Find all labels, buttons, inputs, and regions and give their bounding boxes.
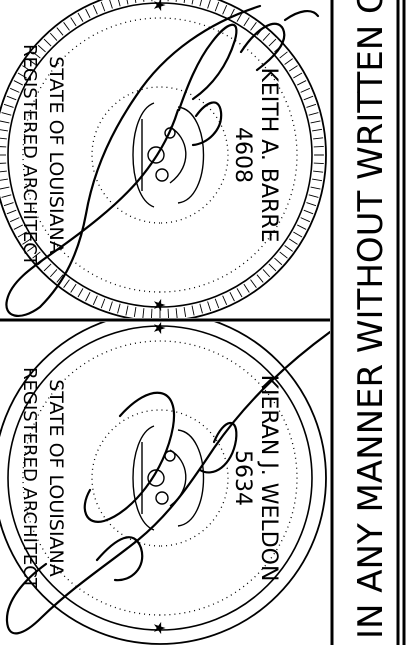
seal-tick-ring (0, 0, 324, 318)
architect-seal-bottom: KIERAN J. WELDON 5634 STATE OF LOUISIANA… (0, 321, 330, 645)
seal-star-icon: ★ (150, 298, 169, 312)
seal-bottom-name: KIERAN J. WELDON (256, 375, 281, 582)
pelican-emblem (132, 102, 205, 208)
architect-seal-top: KEITH A. BARRE 4608 STATE OF LOUISIANA R… (0, 0, 327, 318)
seal-star-icon: ★ (150, 621, 169, 635)
seal-star-icon: ★ (150, 0, 169, 12)
seal-top-registered: REGISTERED ARCHITECT (19, 44, 40, 267)
seal-bottom-state: STATE OF LOUISIANA (45, 379, 67, 577)
seal-bottom-registered: REGISTERED ARCHITECT (19, 367, 40, 590)
signature-top (5, 4, 320, 317)
seal-top-number: 4608 (230, 127, 255, 183)
seal-top-name: KEITH A. BARRE (256, 67, 281, 242)
seal-top-state: STATE OF LOUISIANA (45, 56, 67, 254)
side-strip-text: IN ANY MANNER WITHOUT WRITTEN CONSENT O (351, 0, 391, 639)
signature-bottom (5, 330, 330, 635)
seal-bottom-number: 5634 (230, 450, 255, 506)
seal-star-icon: ★ (150, 321, 169, 335)
